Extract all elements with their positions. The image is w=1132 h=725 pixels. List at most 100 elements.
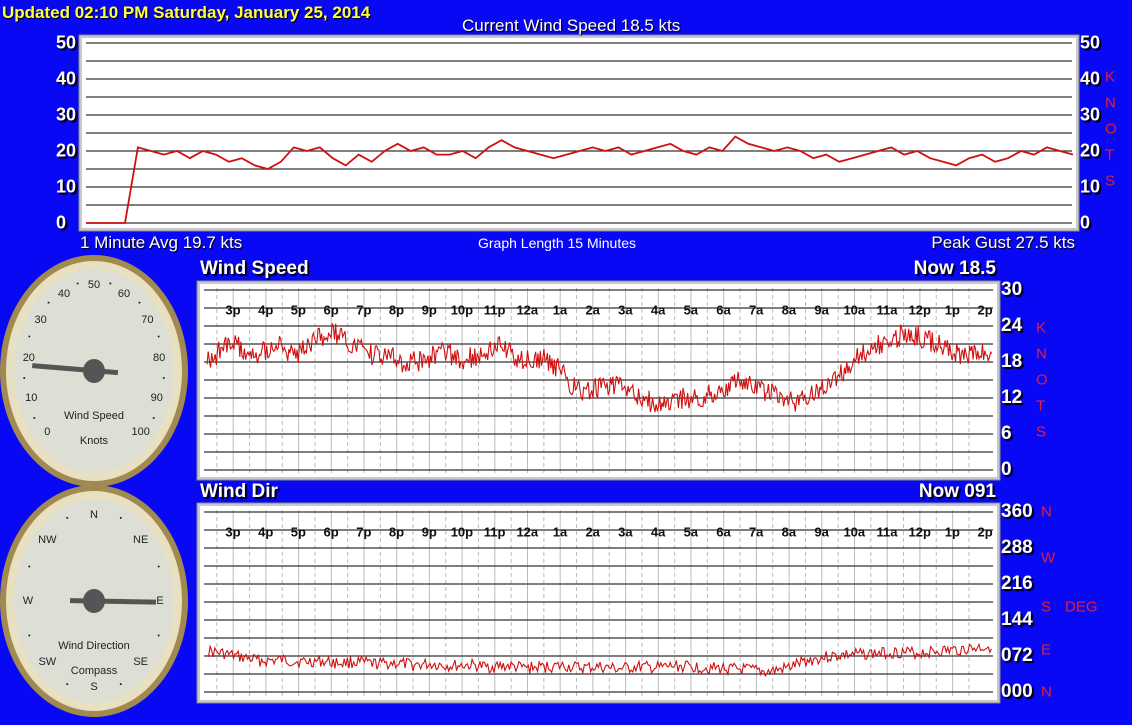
knots-unit-letter: K: [1036, 319, 1047, 337]
dial-dot: [119, 516, 122, 519]
y-tick-label: 000: [1001, 681, 1033, 702]
x-tick-label: 3p: [225, 524, 241, 540]
compass-dial-label: SE: [133, 655, 148, 668]
dial-dot: [47, 301, 50, 304]
x-tick-label: 6p: [323, 524, 339, 540]
y-tick-label: 12: [1001, 387, 1023, 408]
dial-dot: [157, 565, 160, 568]
dial-dot: [157, 634, 160, 637]
x-tick-label: 11a: [876, 524, 898, 540]
dial-dot: [76, 282, 79, 285]
x-tick-label: 4a: [650, 302, 666, 318]
y-tick-label-left: 10: [56, 176, 77, 197]
knots-unit-letter: O: [1036, 371, 1048, 389]
direction-letter: E: [1041, 641, 1052, 659]
x-tick-label: 2a: [585, 302, 600, 318]
direction-letter: W: [1041, 549, 1056, 567]
wind-direction-gauge: [0, 485, 188, 717]
x-tick-label: 9a: [814, 524, 829, 540]
x-tick-label: 2p: [977, 302, 993, 318]
dial-dot: [152, 417, 155, 420]
knots-unit-letter: S: [1036, 423, 1047, 441]
updated-timestamp: Updated 02:10 PM Saturday, January 25, 2…: [2, 3, 371, 22]
speed-dial-label: 80: [153, 351, 166, 364]
dial-dot: [28, 565, 31, 568]
x-tick-label: 11p: [483, 302, 506, 318]
y-tick-label-right: 50: [1080, 32, 1101, 53]
dial-dot: [66, 516, 69, 519]
x-tick-label: 10a: [843, 524, 866, 540]
gauge-sublabel: Compass: [70, 665, 118, 677]
speed-dial-label: 60: [117, 288, 131, 301]
data-series-line: [86, 135, 1074, 224]
y-tick-label: 216: [1001, 573, 1033, 594]
knots-unit-letter: T: [1036, 397, 1046, 415]
x-tick-label: 7p: [356, 302, 372, 318]
x-tick-label: 6p: [323, 302, 339, 318]
speed-dial-label: 70: [141, 314, 154, 327]
y-tick-label-left: 20: [56, 140, 77, 161]
direction-letter: N: [1041, 503, 1052, 521]
knots-unit-letter: K: [1105, 68, 1116, 86]
y-tick-label: 072: [1001, 645, 1033, 666]
speed-dial-label: 90: [150, 391, 163, 404]
x-tick-label: 9a: [814, 302, 829, 318]
x-tick-label: 1a: [552, 524, 568, 540]
x-tick-label: 4p: [258, 524, 274, 540]
y-tick-label-right: 0: [1080, 212, 1091, 233]
dial-dot: [33, 417, 36, 420]
direction-letter: S: [1041, 598, 1052, 616]
y-tick-label: 360: [1001, 501, 1033, 522]
x-tick-label: 4a: [650, 524, 666, 540]
y-tick-label: 24: [1001, 315, 1023, 336]
y-tick-label: 288: [1001, 537, 1033, 558]
dial-dot: [162, 377, 165, 380]
compass-dial-label: S: [90, 681, 98, 693]
x-tick-label: 7a: [748, 302, 764, 318]
x-tick-label: 5a: [683, 524, 699, 540]
current-wind-speed: Current Wind Speed 18.5 kts: [462, 16, 681, 35]
gauge-label: Wind Direction: [58, 640, 130, 652]
one-minute-avg: 1 Minute Avg 19.7 kts: [80, 233, 243, 252]
y-tick-label: 18: [1001, 351, 1023, 372]
knots-unit-letter: S: [1105, 172, 1116, 190]
dial-dot: [109, 282, 112, 285]
y-tick-label: 0: [1001, 459, 1012, 480]
x-tick-label: 11p: [483, 524, 506, 540]
x-tick-label: 10p: [450, 524, 474, 540]
dial-dot: [23, 377, 26, 380]
speed-dial-label: 0: [44, 425, 51, 438]
x-tick-label: 5a: [683, 302, 699, 318]
x-tick-label: 12a: [516, 302, 539, 318]
y-tick-label-left: 0: [56, 212, 67, 233]
wind-dir-title: Wind Dir: [200, 481, 278, 502]
data-series-line: [206, 642, 992, 678]
y-tick-label-right: 40: [1080, 68, 1101, 89]
knots-unit-letter: N: [1036, 345, 1047, 363]
compass-dial-label: N: [90, 509, 98, 521]
y-tick-label: 6: [1001, 423, 1012, 444]
knots-unit-letter: O: [1105, 120, 1117, 138]
y-tick-label-left: 50: [56, 32, 77, 53]
knots-unit-letter: T: [1105, 146, 1115, 164]
x-tick-label: 12a: [516, 524, 539, 540]
x-tick-label: 9p: [421, 524, 437, 540]
dial-dot: [119, 683, 122, 686]
x-tick-label: 10a: [843, 302, 866, 318]
x-tick-label: 1p: [944, 302, 960, 318]
x-tick-label: 8p: [388, 302, 405, 318]
x-tick-label: 8a: [781, 302, 797, 318]
gauge-label: Wind Speed: [64, 410, 124, 422]
dial-dot: [28, 634, 31, 637]
dial-dot: [138, 301, 141, 304]
x-tick-label: 7a: [748, 524, 764, 540]
x-tick-label: 6a: [716, 524, 731, 540]
direction-letter: N: [1041, 683, 1052, 701]
gauge-hub: [83, 589, 105, 613]
x-tick-label: 5p: [290, 524, 306, 540]
wind-speed-gauge: [0, 255, 188, 487]
x-tick-label: 3p: [225, 302, 241, 318]
gauge-hub: [83, 359, 105, 383]
degrees-unit: DEG: [1065, 598, 1098, 616]
y-tick-label: 30: [1001, 279, 1023, 300]
